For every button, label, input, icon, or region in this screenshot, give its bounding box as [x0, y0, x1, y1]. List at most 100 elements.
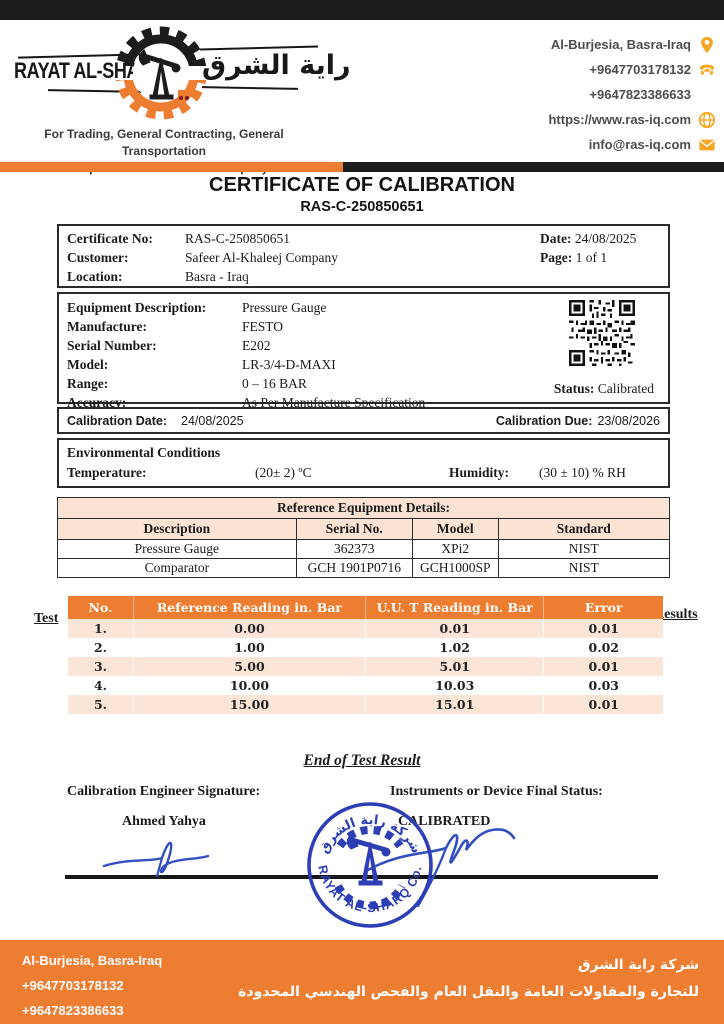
customer-value: Safeer Al-Khaleej Company	[185, 250, 338, 265]
row2-reference: 1.00	[133, 638, 366, 657]
reference-table-header-row: Description Serial No. Model Standard	[57, 518, 671, 540]
company-stamp: شركة راية الشرق RAYAT AL-SHARQ Co.	[307, 802, 433, 928]
footer-contact-block: Al-Burjesia, Basra-Iraq +9647703178132 +…	[22, 948, 162, 1023]
model-row: Model: LR-3/4-D-MAXI	[67, 355, 660, 374]
phone-icon	[699, 64, 715, 74]
certificate-info-box: Certificate No: RAS-C-250850651 Customer…	[57, 224, 670, 288]
engineer-name: Ahmed Yahya	[122, 814, 206, 829]
row5-reference: 15.00	[133, 695, 366, 714]
footer-address: Al-Burjesia, Basra-Iraq	[22, 953, 163, 968]
calibration-date-label: Calibration Date:	[67, 413, 168, 428]
calibration-due-block: Calibration Due: 23/08/2026	[496, 414, 660, 428]
tagline-line-1: For Trading, General Contracting, Genera…	[44, 127, 284, 158]
location-pin-icon	[701, 36, 713, 53]
ref-row1-description: Pressure Gauge	[57, 539, 297, 559]
col-uut-reading: U.U. T Reading in. Bar	[365, 596, 545, 619]
test-side-label: Test	[34, 611, 59, 626]
document-reference-number: RAS-C-250850651	[300, 199, 424, 215]
engineer-signature-scribble	[102, 841, 210, 878]
test-table-header-row: No. Reference Reading in. Bar U.U. T Rea…	[68, 596, 663, 619]
qr-code	[569, 300, 635, 366]
accuracy-row: Accuracy: As Per Manufacture Specificati…	[67, 393, 660, 412]
col-model: Model	[411, 518, 499, 540]
row1-uut: 0.01	[365, 619, 545, 638]
document-title: CERTIFICATE OF CALIBRATION	[209, 174, 515, 196]
test-results-table: No. Reference Reading in. Bar U.U. T Rea…	[68, 596, 663, 714]
range-row: Range: 0 – 16 BAR	[67, 374, 660, 393]
page-value: 1 of 1	[575, 250, 608, 265]
contact-address-row: Al-Burjesia, Basra-Iraq	[548, 32, 716, 57]
row1-no: 1.	[68, 619, 134, 638]
contact-phone1-row: +9647703178132	[548, 57, 716, 82]
model-label: Model:	[67, 357, 109, 372]
footer-phone1: +9647703178132	[22, 978, 124, 993]
date-value: 24/08/2025	[574, 231, 637, 246]
range-value: 0 – 16 BAR	[242, 376, 307, 391]
accuracy-value: As Per Manufacture Specification	[242, 395, 426, 410]
final-status-value: CALIBRATED	[398, 814, 491, 829]
row3-error: 0.01	[543, 657, 663, 676]
equipment-description-label: Equipment Description:	[67, 300, 207, 315]
footer-phone2: +9647823386633	[22, 1003, 124, 1018]
logo-wordmark-ar: راية الشرق	[202, 50, 351, 81]
envelope-icon	[699, 139, 715, 150]
ref-row2-standard: NIST	[497, 558, 671, 578]
contact-website: https://www.ras-iq.com	[548, 112, 691, 127]
range-label: Range:	[67, 376, 109, 391]
contact-phone2: +9647823386633	[589, 87, 691, 102]
location-label: Location:	[67, 269, 123, 284]
date-label: Date:	[540, 231, 572, 246]
row3-uut: 5.01	[365, 657, 545, 676]
certificate-no-value: RAS-C-250850651	[185, 231, 291, 246]
header-divider-bar	[0, 162, 724, 172]
ref-row2-description: Comparator	[57, 558, 297, 578]
signature-line	[65, 875, 658, 879]
equipment-description-row: Equipment Description: Pressure Gauge	[67, 298, 660, 317]
footer-company-arabic-block: شركة راية الشرق للتجارة والمقاولات العام…	[238, 952, 699, 1006]
ref-row2-model: GCH1000SP	[411, 558, 499, 578]
customer-label: Customer:	[67, 250, 129, 265]
contact-email-row: info@ras-iq.com	[548, 132, 716, 157]
calibration-date-value: 24/08/2025	[181, 413, 244, 428]
serial-number-label: Serial Number:	[67, 338, 157, 353]
reference-table-title-row: Reference Equipment Details:	[57, 497, 670, 519]
equipment-description-value: Pressure Gauge	[242, 300, 327, 315]
serial-number-row: Serial Number: E202	[67, 336, 660, 355]
row1-error: 0.01	[543, 619, 663, 638]
footer-company-ar-line2: للتجارة والمقاولات العامة والنقل العام و…	[238, 984, 699, 1000]
top-bar	[0, 0, 724, 20]
row4-reference: 10.00	[133, 676, 366, 695]
end-of-test-title: End of Test Result	[303, 752, 421, 769]
environmental-conditions-box: Environmental Conditions Temperature: (2…	[57, 438, 670, 488]
row5-error: 0.01	[543, 695, 663, 714]
date-row: Date: 24/08/2025	[540, 229, 636, 248]
logo-gear-pumpjack-icon	[115, 26, 207, 120]
model-value: LR-3/4-D-MAXI	[242, 357, 336, 372]
globe-icon	[698, 111, 716, 128]
calibration-date-box: Calibration Date: 24/08/2025 Calibration…	[57, 407, 670, 434]
results-side-label: Results	[654, 607, 698, 622]
test-table-row: 3. 5.00 5.01 0.01	[68, 657, 663, 676]
calibration-due-value: 23/08/2026	[597, 413, 660, 428]
reference-table-row: Comparator GCH 1901P0716 GCH1000SP NIST	[57, 558, 671, 578]
icon-spacer	[698, 86, 716, 104]
contact-phone2-row: +9647823386633	[548, 82, 716, 107]
ref-row2-serial: GCH 1901P0716	[295, 558, 413, 578]
row5-no: 5.	[68, 695, 134, 714]
humidity-value: (30 ± 10) % RH	[539, 465, 626, 480]
page-row: Page: 1 of 1	[540, 248, 636, 267]
row4-uut: 10.03	[365, 676, 545, 695]
contact-address: Al-Burjesia, Basra-Iraq	[550, 37, 691, 52]
test-table-row: 4. 10.00 10.03 0.03	[68, 676, 663, 695]
contact-email: info@ras-iq.com	[588, 137, 691, 152]
manufacture-value: FESTO	[242, 319, 284, 334]
row3-reference: 5.00	[133, 657, 366, 676]
final-status-label: Instruments or Device Final Status:	[390, 784, 603, 799]
test-table-row: 5. 15.00 15.01 0.01	[68, 695, 663, 714]
contact-phone1: +9647703178132	[589, 62, 691, 77]
col-reference-reading: Reference Reading in. Bar	[133, 596, 366, 619]
equipment-info-box: Equipment Description: Pressure Gauge Ma…	[57, 292, 670, 410]
col-serial-no: Serial No.	[295, 518, 413, 540]
col-error: Error	[543, 596, 663, 619]
